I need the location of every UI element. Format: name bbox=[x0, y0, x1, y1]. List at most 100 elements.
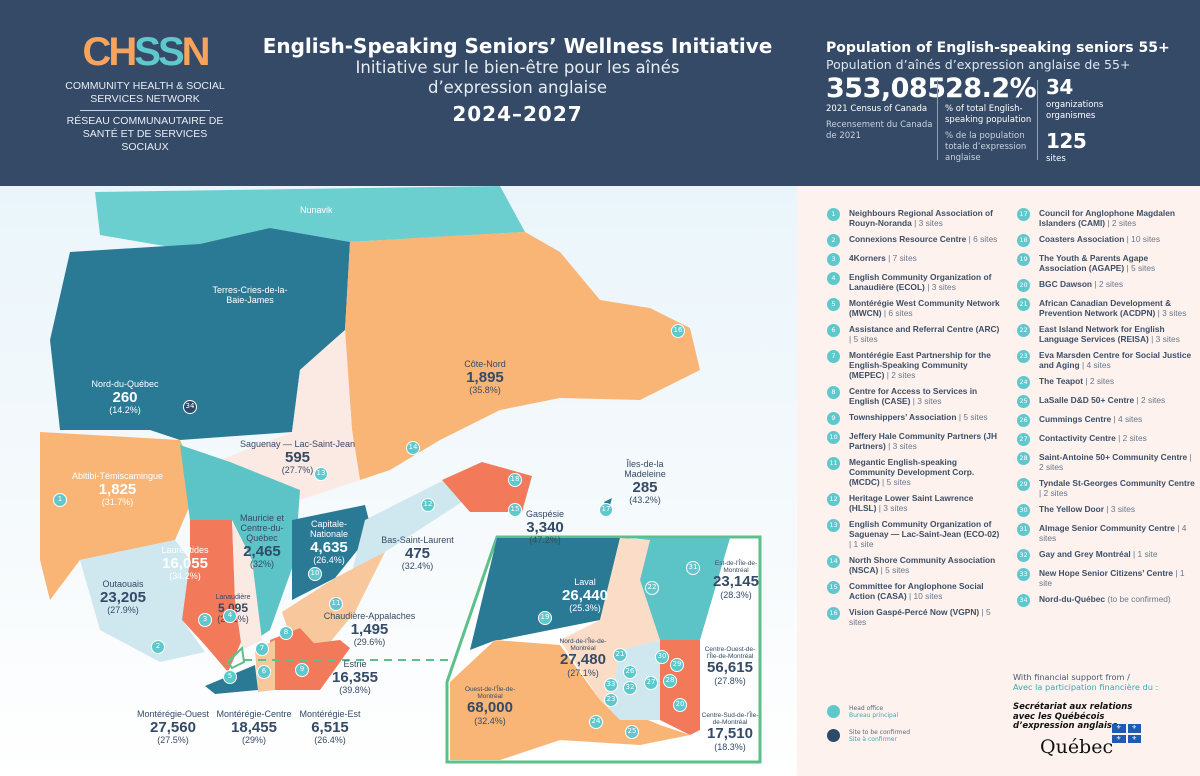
organization-text: Contactivity Centre | 2 sites bbox=[1039, 433, 1147, 443]
sites-value: 125 bbox=[1046, 129, 1087, 153]
site-marker: 28 bbox=[663, 674, 677, 688]
organization-item: 5 Montérégie West Community Network (MWCN… bbox=[827, 298, 1002, 318]
divider bbox=[1037, 80, 1038, 160]
stat-percent: 28.2% % of total English-speaking popula… bbox=[945, 73, 1037, 164]
organizations-label-fr: organismes bbox=[1046, 111, 1096, 121]
organization-text: English Community Organization of Saguen… bbox=[849, 519, 1002, 549]
organization-number: 18 bbox=[1017, 234, 1030, 247]
organization-name: Almage Senior Community Centre bbox=[1039, 523, 1178, 533]
site-marker: 21 bbox=[613, 648, 627, 662]
organization-number: 16 bbox=[827, 607, 840, 620]
percent-value: 28.2% bbox=[945, 73, 1037, 104]
organization-name: The Yellow Door bbox=[1039, 504, 1107, 514]
support-label-fr: Avec la participation financière du : bbox=[1013, 682, 1159, 692]
site-marker: 14 bbox=[406, 441, 420, 455]
region-label: Saguenay — Lac-Saint-Jean 595 (27.7%) bbox=[239, 439, 356, 476]
organization-sites: | 5 sites bbox=[882, 477, 911, 487]
organization-text: Heritage Lower Saint Lawrence (HLSL) | 3… bbox=[849, 493, 1002, 513]
region-label: Montérégie-Centre 18,455 (29%) bbox=[216, 709, 292, 746]
organization-sites: | 2 sites bbox=[886, 370, 916, 380]
organization-name: New Hope Senior Citizens’ Centre bbox=[1039, 568, 1176, 578]
organization-number: 19 bbox=[1017, 253, 1030, 266]
organization-item: 27 Contactivity Centre | 2 sites bbox=[1017, 433, 1195, 446]
site-marker: 22 bbox=[645, 581, 659, 595]
organization-sites: | 3 sites bbox=[878, 503, 908, 513]
region-label: Terres-Cries-de-la-Baie-James bbox=[212, 285, 288, 305]
organization-text: Megantic English-speaking Community Deve… bbox=[849, 457, 1002, 487]
organization-number: 30 bbox=[1017, 504, 1030, 517]
organization-item: 1 Neighbours Regional Association of Rouy… bbox=[827, 208, 1002, 228]
region-outaouais bbox=[80, 540, 205, 662]
region-label: Centre-Sud-de-l’Île-de-Montréal 17,510 (18… bbox=[701, 712, 759, 752]
region-label: Abitibi-Témiscamingue 1,825 (31.7%) bbox=[71, 471, 164, 508]
organization-name: Council for Anglophone Magdalen Islander… bbox=[1039, 208, 1176, 228]
organization-number: 29 bbox=[1017, 478, 1030, 491]
organization-sites: | 3 sites bbox=[912, 396, 942, 406]
organization-text: Vision Gaspé-Percé Now (VGPN) | 5 sites bbox=[849, 607, 1002, 627]
organization-text: Townshippers’ Association | 5 sites bbox=[849, 412, 988, 422]
site-marker: 10 bbox=[308, 567, 322, 581]
organization-sites: | 5 sites bbox=[880, 565, 910, 575]
organization-text: Almage Senior Community Centre | 4 sites bbox=[1039, 523, 1195, 543]
region-nunavik bbox=[95, 186, 525, 252]
header: CHSSN COMMUNITY HEALTH & SOCIAL SERVICES… bbox=[0, 0, 1200, 186]
organization-text: Nord-du-Québec (to be confirmed) bbox=[1039, 594, 1171, 604]
region-label: Est-de-l’Île-de-Montréal 23,145 (28.3%) bbox=[713, 560, 759, 600]
organization-sites: (to be confirmed) bbox=[1107, 594, 1171, 604]
region-label: Outaouais 23,205 (27.9%) bbox=[100, 579, 146, 616]
region-label: Nord-du-Québec 260 (14.2%) bbox=[91, 379, 159, 416]
region-abitibi bbox=[40, 432, 200, 600]
organization-sites: | 2 sites bbox=[1118, 433, 1147, 443]
organization-sites: | 2 sites bbox=[1107, 218, 1137, 228]
organization-text: Saint-Antoine 50+ Community Centre | 2 s… bbox=[1039, 452, 1195, 472]
organization-sites: | 4 sites bbox=[1081, 360, 1111, 370]
organization-name: Coasters Association bbox=[1039, 234, 1127, 244]
site-tbc-dot-icon bbox=[827, 729, 840, 742]
organization-sites: | 2 sites bbox=[1094, 279, 1124, 289]
organization-sites: | 2 sites bbox=[1085, 376, 1115, 386]
organization-item: 13 English Community Organization of Sagu… bbox=[827, 519, 1002, 549]
organization-name: Montérégie East Partnership for the Engl… bbox=[849, 350, 991, 380]
organization-item: 14 North Shore Community Association (NSC… bbox=[827, 555, 1002, 575]
site-marker: 30 bbox=[655, 650, 669, 664]
organization-sites: | 5 sites bbox=[958, 412, 988, 422]
site-marker: 9 bbox=[295, 663, 309, 677]
organization-name: Cummings Centre bbox=[1039, 414, 1114, 424]
region-label: Nord-de-l’Île-de-Montréal 27,480 (27.1%) bbox=[559, 638, 607, 678]
organization-number: 14 bbox=[827, 555, 840, 568]
organization-text: North Shore Community Association (NSCA)… bbox=[849, 555, 1002, 575]
logo-mark: CHSSN bbox=[82, 30, 210, 74]
organization-item: 12 Heritage Lower Saint Lawrence (HLSL) |… bbox=[827, 493, 1002, 513]
legend-label: Site à confirmer bbox=[849, 736, 897, 743]
divider bbox=[937, 80, 938, 160]
organization-item: 18 Coasters Association | 10 sites bbox=[1017, 234, 1195, 247]
organization-item: 32 Gay and Grey Montréal | 1 site bbox=[1017, 549, 1195, 562]
organization-item: 24 The Teapot | 2 sites bbox=[1017, 376, 1195, 389]
organization-item: 29 Tyndale St-Georges Community Centre | … bbox=[1017, 478, 1195, 498]
organization-name: English Community Organization of Saguen… bbox=[849, 519, 1000, 539]
stats: Population of English-speaking seniors 5… bbox=[826, 40, 1196, 72]
organization-sites: | 10 sites bbox=[909, 591, 943, 601]
population-label-en: 2021 Census of Canada bbox=[826, 104, 928, 114]
organization-number: 3 bbox=[827, 253, 840, 266]
organization-number: 15 bbox=[827, 581, 840, 594]
organization-name: Townshippers’ Association bbox=[849, 412, 959, 422]
organization-name: Connexions Resource Centre bbox=[849, 234, 969, 244]
region-label: Laurentides 16,055 (34.2%) bbox=[161, 545, 209, 582]
region-mauricie bbox=[180, 445, 300, 640]
region-laval bbox=[470, 538, 620, 650]
organization-number: 32 bbox=[1017, 549, 1030, 562]
organization-name: Eva Marsden Centre for Social Justice an… bbox=[1039, 350, 1192, 370]
region-label: Montérégie-Est 6,515 (26.4%) bbox=[299, 709, 361, 746]
legend-label: Head office bbox=[849, 705, 884, 712]
organization-number: 25 bbox=[1017, 395, 1030, 408]
secretariat-logo: Secrétariat aux relations avec les Québé… bbox=[1013, 702, 1132, 732]
financial-support: With financial support from / Avec la pa… bbox=[1013, 672, 1158, 692]
title-en: English-Speaking Seniors’ Wellness Initi… bbox=[262, 34, 773, 58]
organization-name: Nord-du-Québec bbox=[1039, 594, 1108, 604]
secretariat-line: avec les Québécois bbox=[1013, 711, 1105, 722]
organization-name: Megantic English-speaking Community Deve… bbox=[849, 457, 975, 487]
organization-item: 19 The Youth & Parents Agape Association … bbox=[1017, 253, 1195, 273]
stats-heading-en: Population of English-speaking seniors 5… bbox=[826, 40, 1170, 56]
years: 2024–2027 bbox=[452, 102, 583, 126]
